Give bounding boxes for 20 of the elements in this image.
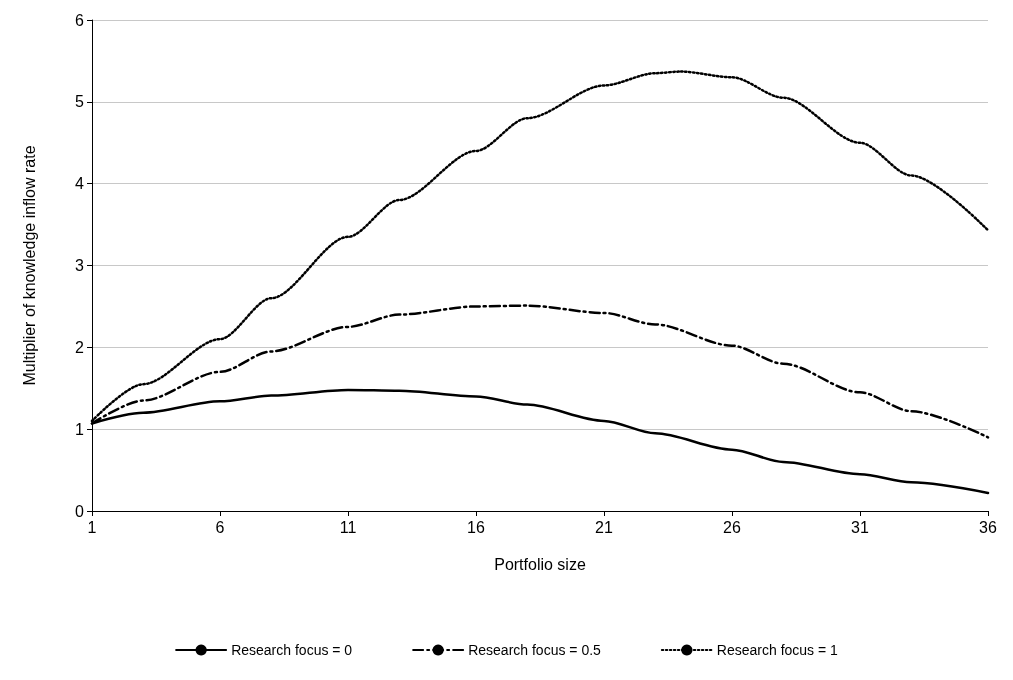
legend-label: Research focus = 0.5 <box>468 642 602 658</box>
x-tick-label: 21 <box>595 518 613 536</box>
y-tick-label: 2 <box>75 338 85 356</box>
y-tick-label: 3 <box>75 257 85 274</box>
x-tick-label: 26 <box>723 518 741 536</box>
y-tick-label: 0 <box>75 502 85 520</box>
x-tick-label: 31 <box>851 518 869 536</box>
x-tick-label: 16 <box>467 518 485 536</box>
y-axis-title: Multiplier of knowledge inflow rate <box>20 145 38 386</box>
y-tick-label: 4 <box>75 175 85 193</box>
x-tick-label: 6 <box>215 518 225 536</box>
y-tick-label: 6 <box>75 11 85 29</box>
y-tick-label: 5 <box>75 93 85 111</box>
x-axis-title: Portfolio size <box>494 555 586 573</box>
x-tick-label: 11 <box>339 518 357 536</box>
y-tick-label: 1 <box>75 420 85 438</box>
x-tick-label: 36 <box>979 518 997 536</box>
legend-label: Research focus = 1 <box>716 642 839 658</box>
legend-label: Research focus = 0 <box>231 642 353 658</box>
x-tick-label: 1 <box>87 518 97 536</box>
